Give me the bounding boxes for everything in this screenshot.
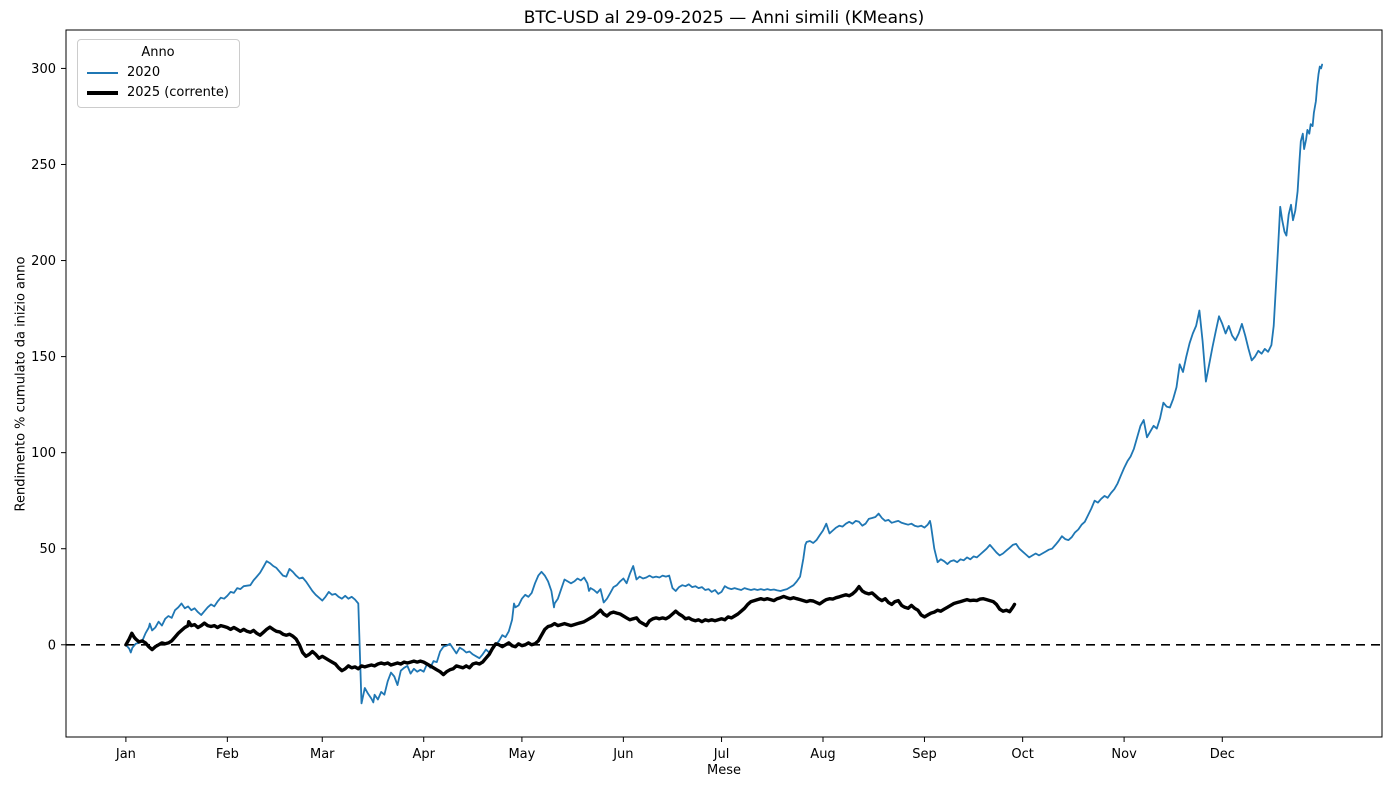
series-line-2020 bbox=[125, 63, 1323, 705]
legend-line-sample-2020 bbox=[87, 71, 118, 74]
y-tick-label: 300 bbox=[31, 62, 56, 77]
legend-label-2020: 2020 bbox=[127, 65, 161, 80]
x-tick-label: Aug bbox=[810, 747, 835, 762]
y-tick-label: 0 bbox=[48, 638, 56, 653]
legend-entry-2020: 2020 bbox=[87, 65, 229, 80]
legend-entry-2025: 2025 (corrente) bbox=[87, 85, 229, 100]
x-tick-label: Nov bbox=[1111, 747, 1137, 762]
legend: Anno 2020 2025 (corrente) bbox=[77, 39, 240, 108]
axes-spines bbox=[65, 29, 1383, 738]
legend-line-sample-2025 bbox=[87, 90, 118, 95]
x-tick-label: May bbox=[508, 747, 535, 762]
x-tick-label: Jan bbox=[115, 747, 136, 762]
x-tick-label: Feb bbox=[216, 747, 239, 762]
x-tick-label: Dec bbox=[1210, 747, 1235, 762]
x-tick-label: Jul bbox=[713, 747, 730, 762]
series-line-2025 bbox=[124, 584, 1017, 677]
y-tick-label: 150 bbox=[31, 350, 56, 365]
x-tick-label: Sep bbox=[912, 747, 937, 762]
legend-title: Anno bbox=[141, 45, 175, 60]
x-axis-label: Mese bbox=[707, 763, 741, 778]
legend-label-2025: 2025 (corrente) bbox=[127, 85, 229, 100]
y-tick-label: 50 bbox=[39, 542, 56, 557]
x-tick-label: Apr bbox=[412, 747, 435, 762]
x-tick-label: Oct bbox=[1011, 747, 1033, 762]
y-tick-label: 200 bbox=[31, 254, 56, 269]
x-tick-label: Mar bbox=[310, 747, 335, 762]
y-axis-label: Rendimento % cumulato da inizio anno bbox=[13, 256, 29, 512]
y-tick-label: 250 bbox=[31, 158, 56, 173]
x-tick-label: Jun bbox=[612, 747, 633, 762]
chart-title: BTC-USD al 29-09-2025 — Anni simili (KMe… bbox=[523, 8, 925, 28]
y-tick-label: 100 bbox=[31, 446, 56, 461]
